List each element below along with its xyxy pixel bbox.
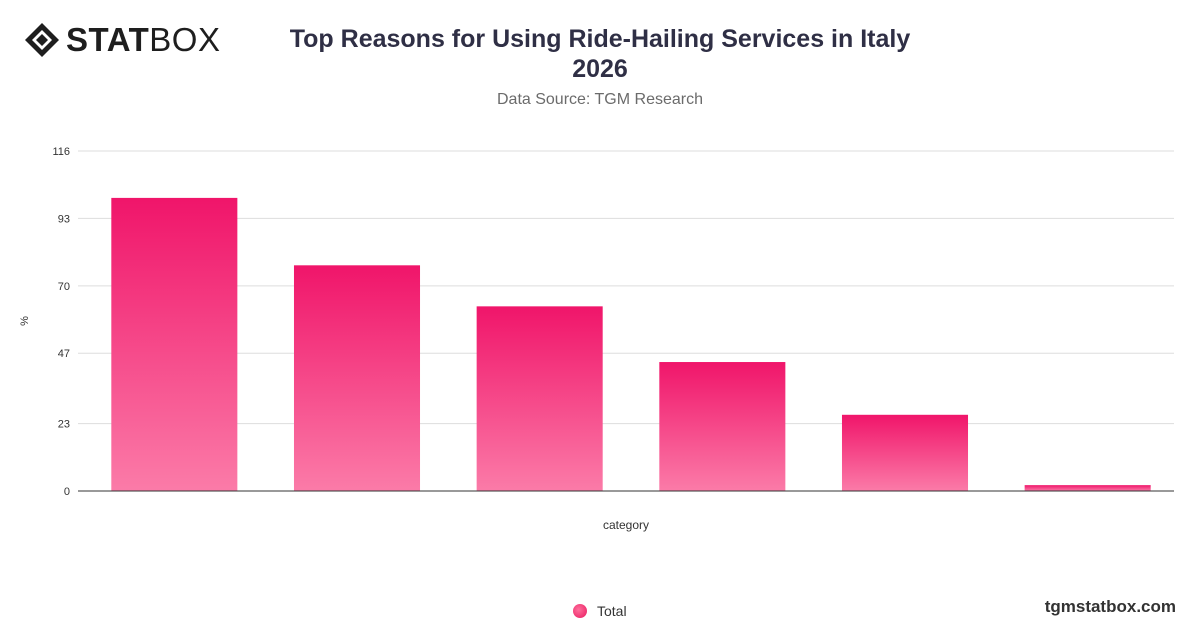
chart-title-line2: 2026 <box>572 55 628 83</box>
gridlines <box>78 150 1174 425</box>
y-tick-label: 23 <box>58 419 70 431</box>
statbox-diamond-icon <box>25 23 59 57</box>
bar-3[interactable] <box>476 306 603 491</box>
bar-4[interactable] <box>659 362 786 491</box>
y-axis-ticks: 0 23 47 70 93 116 <box>52 146 70 498</box>
y-axis-label: % <box>19 316 31 326</box>
bar-5[interactable] <box>841 414 969 491</box>
logo-text-light: BOX <box>149 21 221 58</box>
chart-subtitle: Data Source: TGM Research <box>496 91 703 108</box>
bar-1[interactable] <box>111 197 238 491</box>
y-tick-label: 47 <box>58 348 70 360</box>
bars <box>111 197 1151 491</box>
chart-title-line1: Top Reasons for Using Ride-Hailing Servi… <box>289 25 911 53</box>
y-tick-label: 116 <box>52 146 70 158</box>
y-tick-label: 70 <box>58 281 70 293</box>
bar-2[interactable] <box>293 265 421 491</box>
chart-title: Top Reasons for Using Ride-Hailing Servi… <box>250 24 950 84</box>
y-tick-label: 93 <box>58 213 70 225</box>
legend-swatch-total <box>573 604 587 618</box>
logo-text-bold: STAT <box>66 21 150 58</box>
x-axis-label: category <box>603 518 649 532</box>
watermark: tgmstatbox.com <box>1044 597 1176 616</box>
bar-6[interactable] <box>1024 485 1151 491</box>
legend[interactable]: Total <box>573 603 627 619</box>
y-tick-label: 0 <box>64 486 70 498</box>
legend-label-total: Total <box>597 603 627 619</box>
statbox-logo: STATBOX <box>24 22 220 58</box>
logo-wordmark: STATBOX <box>66 22 220 58</box>
